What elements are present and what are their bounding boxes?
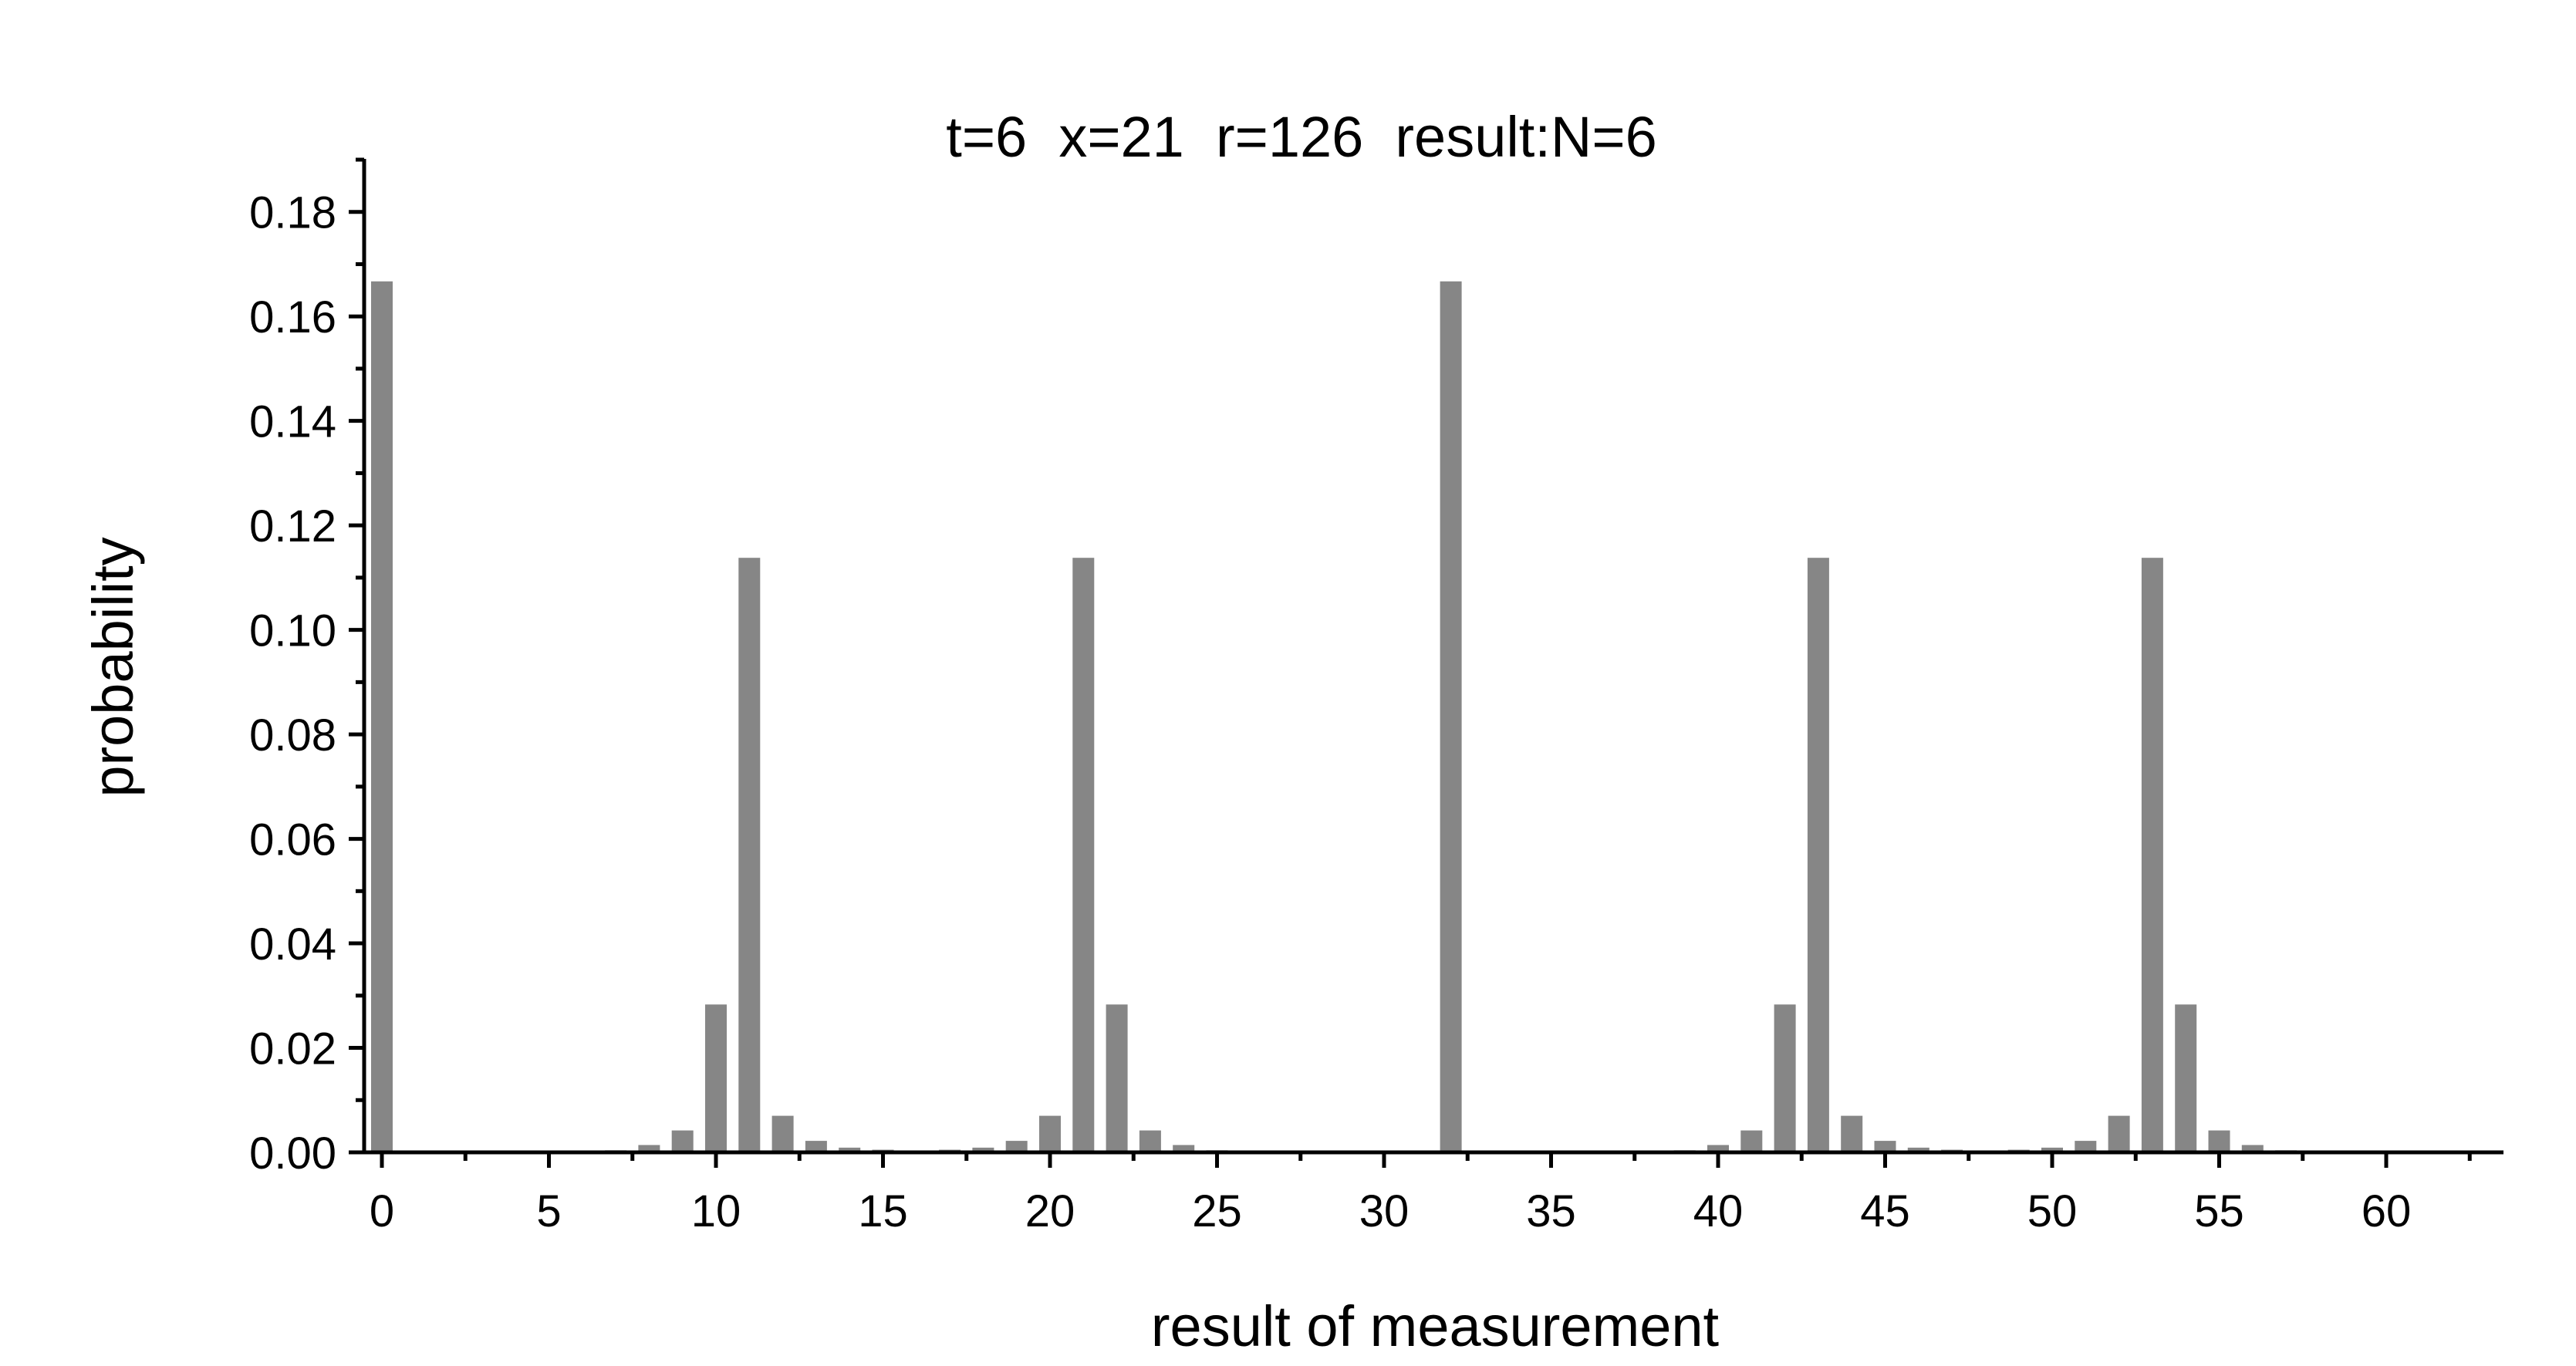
x-axis-label: result of measurement xyxy=(1151,1294,1720,1358)
bar xyxy=(2108,1115,2130,1152)
x-axis: 0 5 10 15 20 25 30 35 40 45 50 55 60 xyxy=(363,1150,2503,1236)
bar xyxy=(371,281,393,1152)
bar xyxy=(839,1147,861,1152)
x-tick-label: 0 xyxy=(370,1186,394,1236)
y-tick-label: 0.00 xyxy=(249,1128,336,1179)
bar xyxy=(1874,1141,1896,1152)
x-tick-label: 35 xyxy=(1526,1186,1576,1236)
y-tick-label: 0.10 xyxy=(249,606,336,656)
y-tick-label: 0.12 xyxy=(249,501,336,551)
x-tick-label: 15 xyxy=(858,1186,908,1236)
y-axis-label: probability xyxy=(81,537,145,797)
bar xyxy=(771,1115,794,1152)
bar xyxy=(1907,1147,1929,1152)
bar xyxy=(738,558,761,1152)
x-tick-label: 60 xyxy=(2362,1186,2412,1236)
x-tick-label: 50 xyxy=(2027,1186,2078,1236)
x-tick-label: 20 xyxy=(1025,1186,1075,1236)
bar xyxy=(2241,1145,2264,1152)
bar xyxy=(805,1141,827,1152)
bar xyxy=(2208,1130,2230,1152)
bar xyxy=(1005,1141,1028,1152)
x-tick-label: 45 xyxy=(1860,1186,1910,1236)
bar xyxy=(2075,1141,2097,1152)
y-tick-label: 0.02 xyxy=(249,1024,336,1074)
y-tick-label: 0.16 xyxy=(249,292,336,342)
bar xyxy=(1774,1004,1796,1152)
bar xyxy=(1440,281,1462,1152)
y-tick-label: 0.18 xyxy=(249,188,336,238)
x-tick-label: 25 xyxy=(1192,1186,1242,1236)
x-tick-label: 30 xyxy=(1359,1186,1410,1236)
x-tick-label: 55 xyxy=(2194,1186,2244,1236)
bar xyxy=(638,1145,660,1152)
y-tick-label: 0.08 xyxy=(249,710,336,761)
bar xyxy=(705,1004,727,1152)
bar xyxy=(1106,1004,1128,1152)
x-tick-label: 10 xyxy=(691,1186,741,1236)
bar xyxy=(1139,1130,1161,1152)
bar xyxy=(1807,558,1829,1152)
y-axis: 0.00 0.02 0.04 0.06 0.08 0.10 0.12 0.14 0.16 0.18 xyxy=(249,157,366,1179)
bar xyxy=(1072,558,1095,1152)
bars-group xyxy=(371,281,2297,1152)
bar xyxy=(671,1130,694,1152)
x-tick-label: 40 xyxy=(1693,1186,1744,1236)
y-tick-label: 0.14 xyxy=(249,397,336,447)
y-tick-label: 0.04 xyxy=(249,919,336,970)
bar xyxy=(972,1147,994,1152)
y-tick-label: 0.06 xyxy=(249,815,336,865)
bar xyxy=(1707,1145,1729,1152)
bar xyxy=(1740,1130,1763,1152)
bar xyxy=(1173,1145,1195,1152)
bar xyxy=(1039,1115,1061,1152)
chart-title: t=6 x=21 r=126 result:N=6 xyxy=(946,105,1656,169)
bar xyxy=(1841,1115,1863,1152)
bar xyxy=(2175,1004,2197,1152)
bar xyxy=(2041,1147,2063,1152)
x-tick-label: 5 xyxy=(536,1186,561,1236)
bar xyxy=(2141,558,2163,1152)
